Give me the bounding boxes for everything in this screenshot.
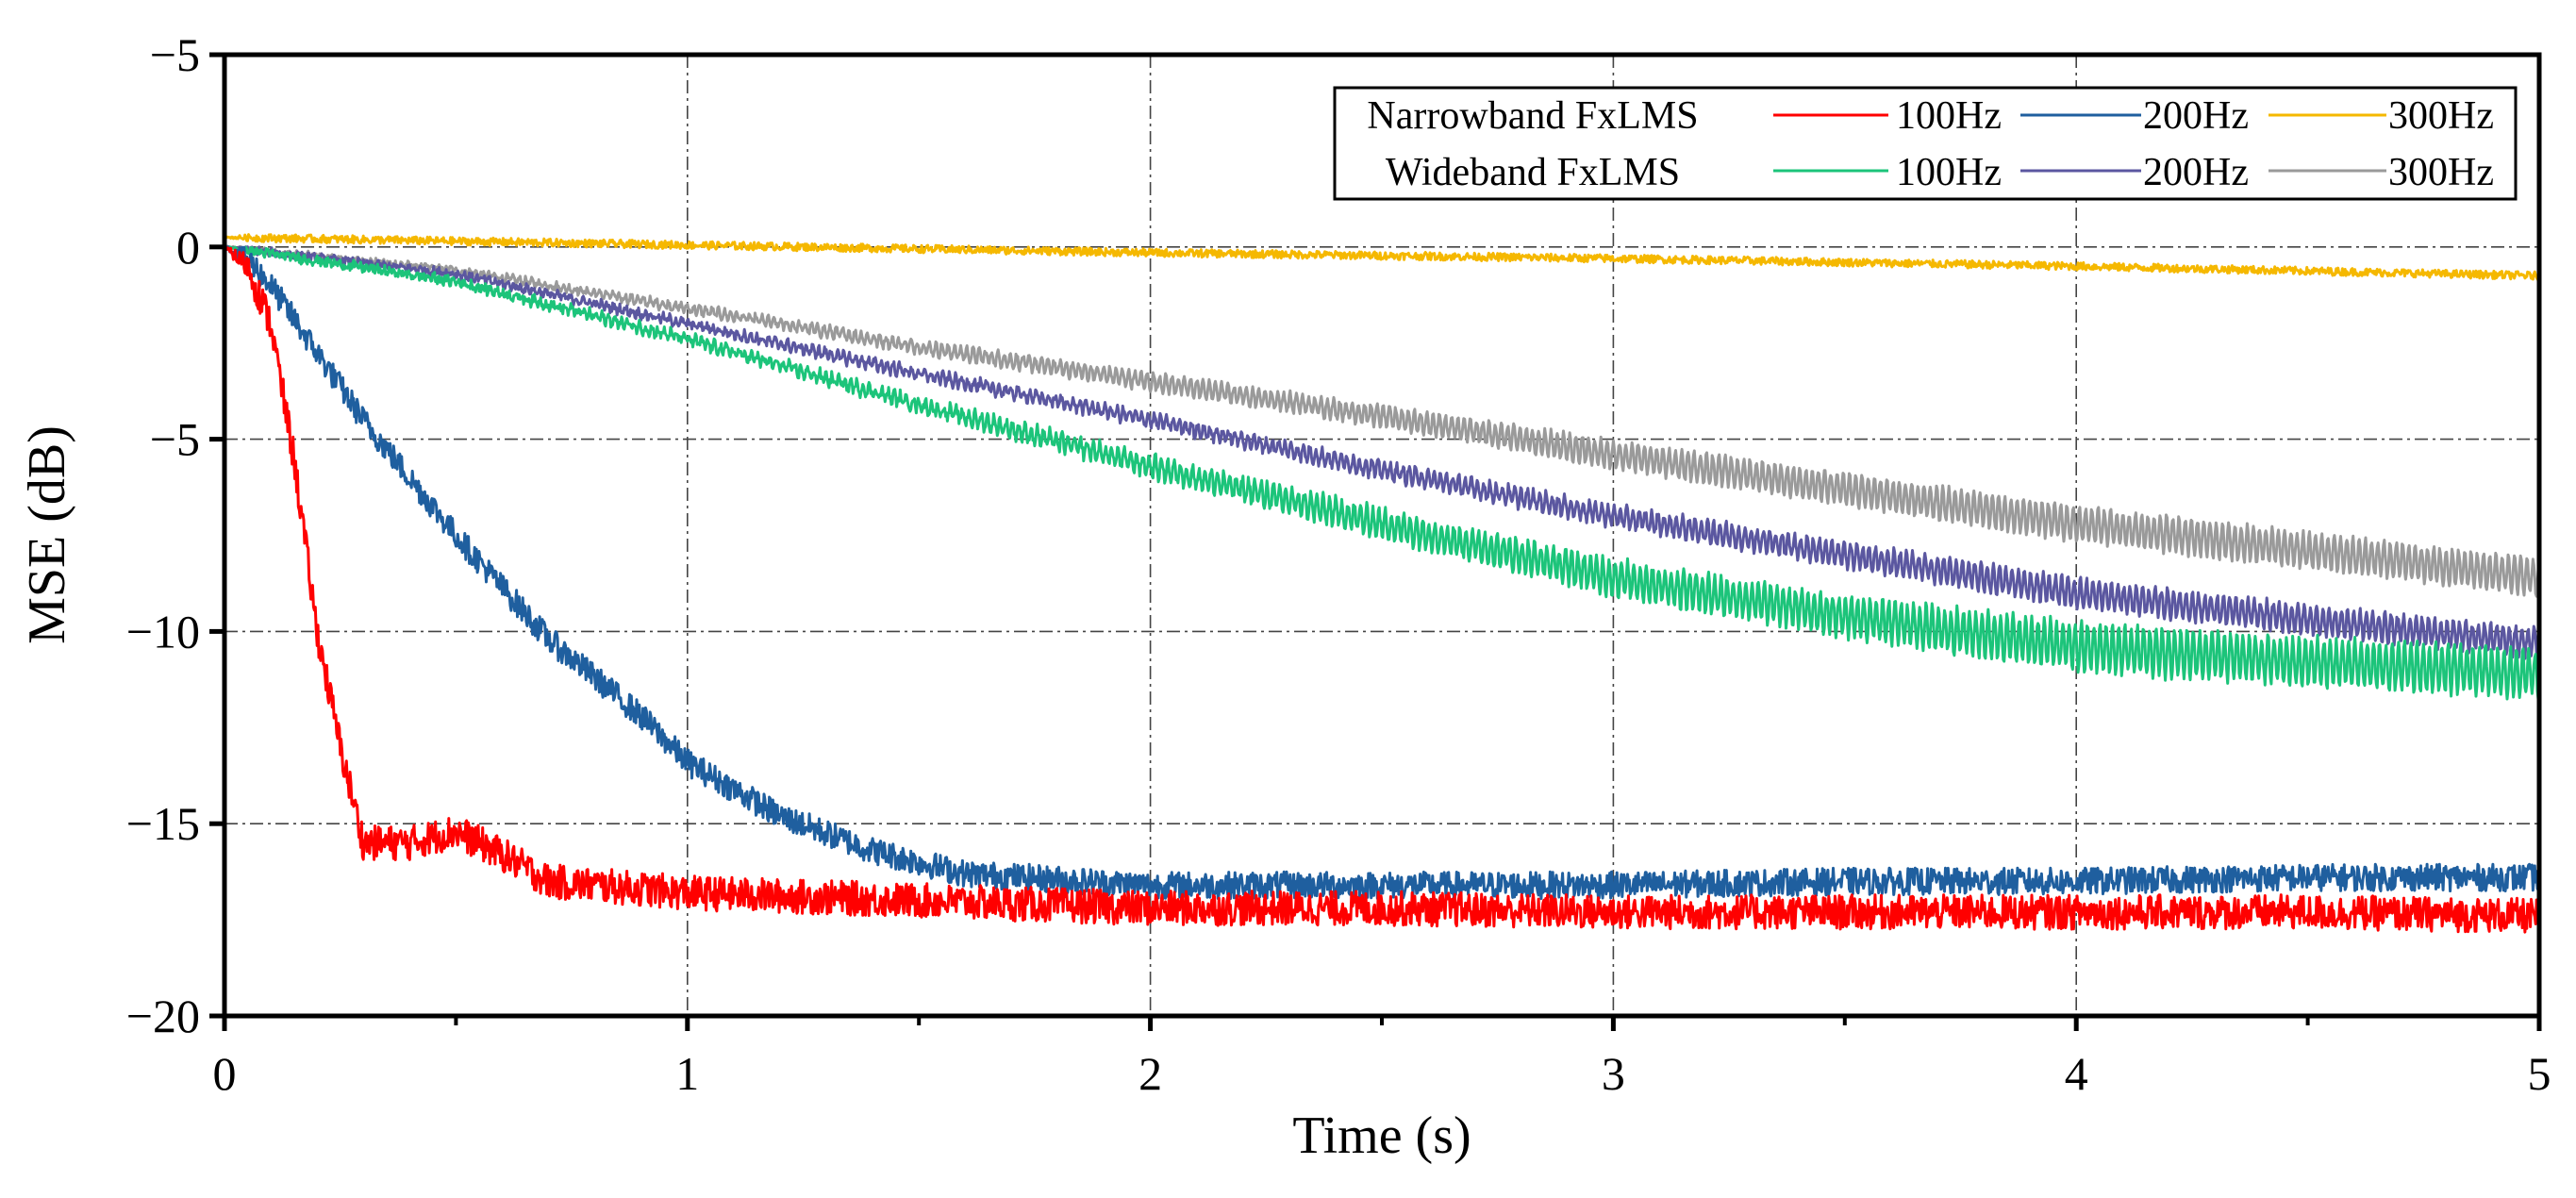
x-tick-label-0: 0 bbox=[213, 1047, 237, 1100]
legend-box bbox=[1333, 86, 2518, 201]
x-tick-label-1: 1 bbox=[675, 1047, 699, 1100]
series-line-0 bbox=[224, 245, 2539, 934]
legend-group-narrowband: Narrowband FxLMS bbox=[1367, 94, 1698, 138]
series-line-2 bbox=[224, 233, 2539, 281]
x-tick-label-4: 4 bbox=[2065, 1047, 2088, 1100]
legend: Narrowband FxLMS Wideband FxLMS 100Hz 20… bbox=[1333, 86, 2518, 201]
x-tick-label-3: 3 bbox=[1602, 1047, 1625, 1100]
series-line-3 bbox=[224, 245, 2539, 702]
series-layer bbox=[224, 233, 2539, 934]
y-tick-label-4: −15 bbox=[126, 797, 200, 850]
series-line-4 bbox=[224, 244, 2539, 660]
legend-label-narrowband-100hz: 100Hz bbox=[1896, 94, 2002, 138]
y-tick-label-3: −10 bbox=[126, 605, 200, 657]
legend-label-narrowband-300hz: 300Hz bbox=[2388, 94, 2494, 138]
legend-label-wideband-200hz: 200Hz bbox=[2143, 151, 2249, 194]
series-line-5 bbox=[224, 244, 2539, 598]
y-tick-label-5: −20 bbox=[126, 990, 200, 1042]
y-tick-label-1: 0 bbox=[176, 221, 200, 274]
x-tick-label-5: 5 bbox=[2528, 1047, 2551, 1100]
legend-label-narrowband-200hz: 200Hz bbox=[2143, 94, 2249, 138]
x-tick-label-2: 2 bbox=[1138, 1047, 1162, 1100]
legend-label-wideband-300hz: 300Hz bbox=[2388, 151, 2494, 194]
ticks: 0 1 2 3 4 5 −5 0 −5 −10 −15 −20 bbox=[126, 28, 2551, 1100]
y-tick-label-0: −5 bbox=[150, 28, 200, 81]
legend-label-wideband-100hz: 100Hz bbox=[1896, 151, 2002, 194]
series-line-1 bbox=[224, 245, 2539, 901]
grid bbox=[224, 55, 2539, 1016]
y-tick-label-2: −5 bbox=[150, 413, 200, 466]
x-axis-title: Time (s) bbox=[1292, 1106, 1471, 1165]
legend-group-wideband: Wideband FxLMS bbox=[1386, 151, 1680, 194]
y-axis-title: MSE (dB) bbox=[18, 425, 76, 644]
